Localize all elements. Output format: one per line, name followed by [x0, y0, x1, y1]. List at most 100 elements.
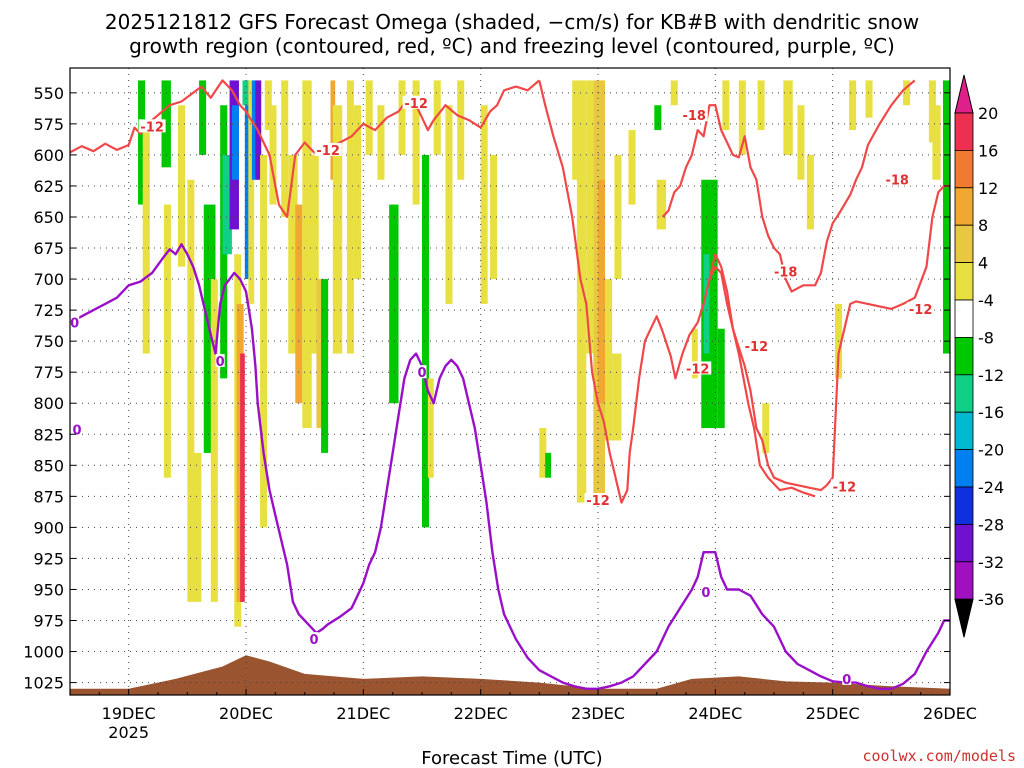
y-tick-label-875: 875	[33, 487, 64, 506]
colorbar-label-9: -20	[978, 441, 1004, 460]
omega-cell-56	[612, 353, 622, 441]
omega-cell-50	[572, 80, 580, 180]
omega-cell-38	[389, 204, 399, 404]
omega-cell-5	[187, 179, 195, 602]
omega-cell-27	[295, 204, 303, 404]
x-tick-label-21DEC: 21DEC	[336, 704, 390, 723]
omega-cell-23	[264, 80, 272, 131]
contour-series-3	[708, 184, 950, 492]
omega-cell-72	[806, 154, 814, 230]
omega-cell-64	[703, 254, 710, 354]
omega-cell-30	[316, 279, 324, 429]
contour-label-0: -12	[140, 120, 164, 135]
y-tick-label-650: 650	[33, 208, 64, 227]
omega-cell-28	[302, 80, 312, 429]
omega-cell-42	[427, 378, 434, 478]
colorbar: 20 16 12 8 4 -4 -8 -12 -16 -20 -24 -28 -32 -36	[954, 74, 1004, 638]
contour-label-bg-17	[842, 671, 852, 685]
y-tick-label-850: 850	[33, 456, 64, 475]
colorbar-swatch-6	[954, 336, 974, 376]
colorbar-label-8: -16	[978, 403, 1004, 422]
contour-label-12: 0	[73, 423, 82, 438]
omega-cell-58	[628, 130, 636, 205]
contour-label-bg-9	[772, 264, 800, 278]
contour-label-bg-6	[830, 479, 858, 493]
omega-cell-68	[757, 80, 765, 131]
contour-label-bg-16	[701, 584, 711, 598]
omega-cell-66	[722, 80, 730, 131]
contour-label-bg-11	[70, 315, 80, 329]
omega-cell-39	[398, 80, 406, 155]
omega-cell-57	[614, 154, 622, 280]
contour-label-bg-5	[742, 339, 770, 353]
omega-cell-4	[177, 105, 185, 267]
colorbar-swatch-7	[954, 374, 974, 413]
contour-label-11: 0	[70, 317, 79, 332]
colorbar-label-4: 4	[978, 254, 988, 273]
omega-cell-18	[242, 80, 249, 106]
omega-cell-25	[281, 80, 289, 217]
omega-cell-11	[222, 154, 232, 255]
contour-label-13: 0	[216, 355, 225, 370]
contour-label-17: 0	[842, 673, 851, 688]
colorbar-label-7: -12	[978, 366, 1004, 385]
y-tick-label-775: 775	[33, 363, 64, 382]
omega-cell-45	[457, 80, 465, 180]
contour-label-2: -12	[404, 97, 428, 112]
omega-cell-46	[480, 105, 488, 304]
contour-label-1: -12	[316, 144, 340, 159]
contour-label-bg-7	[907, 301, 935, 315]
colorbar-swatch-3	[954, 224, 974, 263]
omega-cell-7	[199, 80, 207, 155]
omega-cell-40	[412, 80, 420, 205]
contour-label-14: 0	[310, 633, 319, 648]
contour-label-bg-2	[402, 95, 430, 109]
omega-cell-70	[783, 80, 793, 155]
omega-cell-35	[353, 105, 361, 280]
omega-cell-26	[288, 154, 298, 354]
omega-cell-37	[377, 105, 385, 180]
colorbar-swatch-1	[954, 149, 974, 189]
chart-title-line2: growth region (contoured, red, ºC) and f…	[129, 34, 895, 58]
contour-label-bg-3	[584, 493, 612, 507]
grid-lines	[70, 68, 951, 695]
omega-cell-52	[586, 80, 594, 354]
contour-label-10: -18	[885, 174, 909, 189]
colorbar-label-2: 12	[978, 179, 998, 198]
contour-label-bg-0	[138, 119, 166, 133]
omega-cell-59	[654, 105, 662, 131]
contour-label-bg-1	[314, 142, 342, 156]
x-tick-label-25DEC: 25DEC	[806, 704, 860, 723]
omega-cell-48	[539, 428, 547, 478]
contour-label-4: -12	[686, 362, 710, 377]
omega-cell-36	[365, 80, 373, 155]
contour-series-4	[69, 243, 950, 690]
colorbar-label-0: 20	[978, 104, 998, 123]
omega-cell-69	[762, 403, 770, 453]
colorbar-label-5: -4	[978, 291, 994, 310]
colorbar-swatch-9	[954, 449, 974, 488]
omega-cell-6	[193, 452, 202, 602]
omega-cell-62	[691, 328, 698, 379]
y-tick-label-925: 925	[33, 549, 64, 568]
colorbar-bottom-arrow	[954, 598, 974, 638]
omega-cell-20	[251, 80, 258, 180]
contour-label-bg-4	[684, 361, 712, 375]
colorbar-swatch-12	[954, 561, 974, 600]
omega-cell-76	[903, 80, 911, 106]
contour-label-15: 0	[417, 366, 426, 381]
contour-label-16: 0	[701, 586, 710, 601]
contour-label-3: -12	[586, 494, 610, 509]
y-tick-label-575: 575	[33, 115, 64, 134]
terrain-fill	[70, 655, 950, 695]
contour-label-bg-10	[883, 172, 911, 186]
y-tick-label-675: 675	[33, 239, 64, 258]
omega-shading	[138, 80, 950, 627]
x-tick-label-19DEC: 19DEC	[102, 704, 156, 723]
colorbar-top-arrow	[954, 74, 974, 114]
colorbar-swatch-4	[954, 262, 974, 301]
omega-cell-75	[865, 80, 873, 118]
omega-cell-43	[433, 80, 441, 155]
